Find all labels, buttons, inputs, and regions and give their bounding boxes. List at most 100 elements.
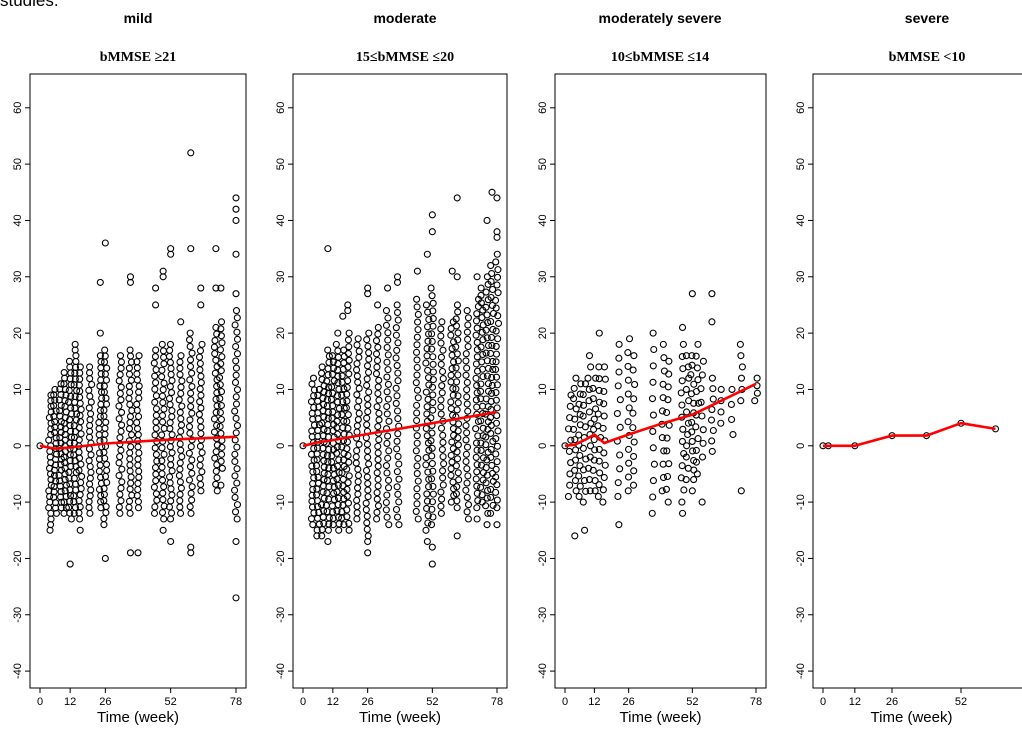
- data-point: [71, 398, 79, 406]
- data-point: [494, 319, 503, 327]
- data-point: [660, 447, 668, 455]
- data-point: [663, 447, 671, 455]
- data-point: [364, 453, 372, 461]
- data-point: [364, 537, 372, 546]
- data-point: [478, 328, 486, 336]
- data-point: [364, 549, 372, 557]
- y-tick-label: -20: [275, 550, 287, 566]
- data-point: [447, 465, 455, 473]
- data-point: [383, 343, 391, 352]
- data-point: [566, 402, 574, 410]
- data-point: [682, 453, 690, 461]
- data-point: [395, 521, 403, 529]
- data-point: [86, 416, 94, 424]
- data-point: [453, 483, 461, 491]
- y-tick-label: 50: [275, 158, 287, 170]
- data-point: [166, 443, 174, 451]
- panel-1: mild bMMSE ≥21 -40 -30 -20 -10 0 10 20 30 40 50 60 0 1…: [12, 10, 247, 726]
- data-point: [165, 395, 174, 403]
- data-point: [482, 433, 490, 441]
- data-point: [395, 498, 403, 506]
- data-point: [494, 289, 502, 297]
- data-point: [168, 491, 176, 499]
- data-point: [413, 492, 421, 500]
- data-point: [373, 356, 382, 365]
- data-point: [168, 407, 176, 415]
- data-point: [76, 399, 84, 407]
- data-point: [166, 479, 174, 487]
- data-point: [566, 414, 574, 422]
- data-point: [437, 509, 445, 517]
- data-point: [212, 408, 220, 416]
- data-point: [575, 400, 583, 408]
- data-point: [115, 459, 123, 467]
- data-point: [167, 455, 175, 463]
- data-point: [195, 353, 204, 361]
- data-point: [353, 422, 361, 430]
- data-point: [487, 445, 495, 453]
- data-point: [492, 304, 500, 312]
- data-point: [345, 526, 353, 534]
- data-point: [338, 391, 346, 399]
- plot-frame: [292, 73, 508, 689]
- data-point: [690, 466, 698, 474]
- data-point: [364, 284, 372, 292]
- data-point: [159, 399, 167, 407]
- data-point: [176, 497, 184, 505]
- data-point: [423, 250, 431, 258]
- data-point: [479, 402, 487, 410]
- data-point: [85, 386, 93, 394]
- data-point: [216, 374, 224, 382]
- data-point: [125, 425, 133, 433]
- data-point: [328, 383, 336, 391]
- data-point: [198, 449, 206, 457]
- data-point: [454, 469, 462, 477]
- panel-4: severe bMMSE <10 -40 -30 -20 -10 0 10 20 30 40 50 60…: [795, 10, 1022, 726]
- data-point: [483, 494, 491, 502]
- data-point: [687, 371, 695, 379]
- data-point: [448, 267, 456, 275]
- data-point: [564, 425, 573, 433]
- data-point: [492, 465, 500, 473]
- data-point: [492, 450, 500, 458]
- data-point: [383, 402, 391, 411]
- data-point: [482, 502, 490, 510]
- data-point: [708, 374, 716, 382]
- data-point: [65, 357, 74, 365]
- data-point: [233, 515, 241, 523]
- data-point: [649, 444, 657, 452]
- data-point: [678, 377, 686, 385]
- data-point: [413, 485, 421, 493]
- data-point: [428, 452, 436, 460]
- data-point: [95, 431, 103, 439]
- data-point: [334, 481, 342, 489]
- data-point: [134, 485, 142, 494]
- data-point: [187, 389, 195, 397]
- data-point: [373, 489, 381, 497]
- data-point: [363, 447, 372, 455]
- data-point: [494, 335, 502, 343]
- data-point: [100, 484, 108, 493]
- data-point: [323, 476, 332, 485]
- data-point: [439, 467, 447, 475]
- y-tick-label: 0: [795, 443, 807, 449]
- data-point: [212, 467, 220, 475]
- data-point: [126, 449, 134, 457]
- data-point: [133, 425, 142, 433]
- data-point: [133, 400, 141, 408]
- data-point: [115, 503, 123, 511]
- data-point: [413, 341, 421, 349]
- data-point: [197, 379, 205, 387]
- data-point: [492, 365, 500, 374]
- data-point: [118, 478, 126, 486]
- data-point: [576, 482, 584, 490]
- data-point: [463, 393, 471, 401]
- data-point: [134, 443, 142, 451]
- data-point: [474, 497, 482, 505]
- data-point: [483, 372, 491, 380]
- data-point: [694, 376, 702, 384]
- data-point: [333, 392, 341, 400]
- data-point: [439, 431, 447, 439]
- data-point: [488, 341, 496, 350]
